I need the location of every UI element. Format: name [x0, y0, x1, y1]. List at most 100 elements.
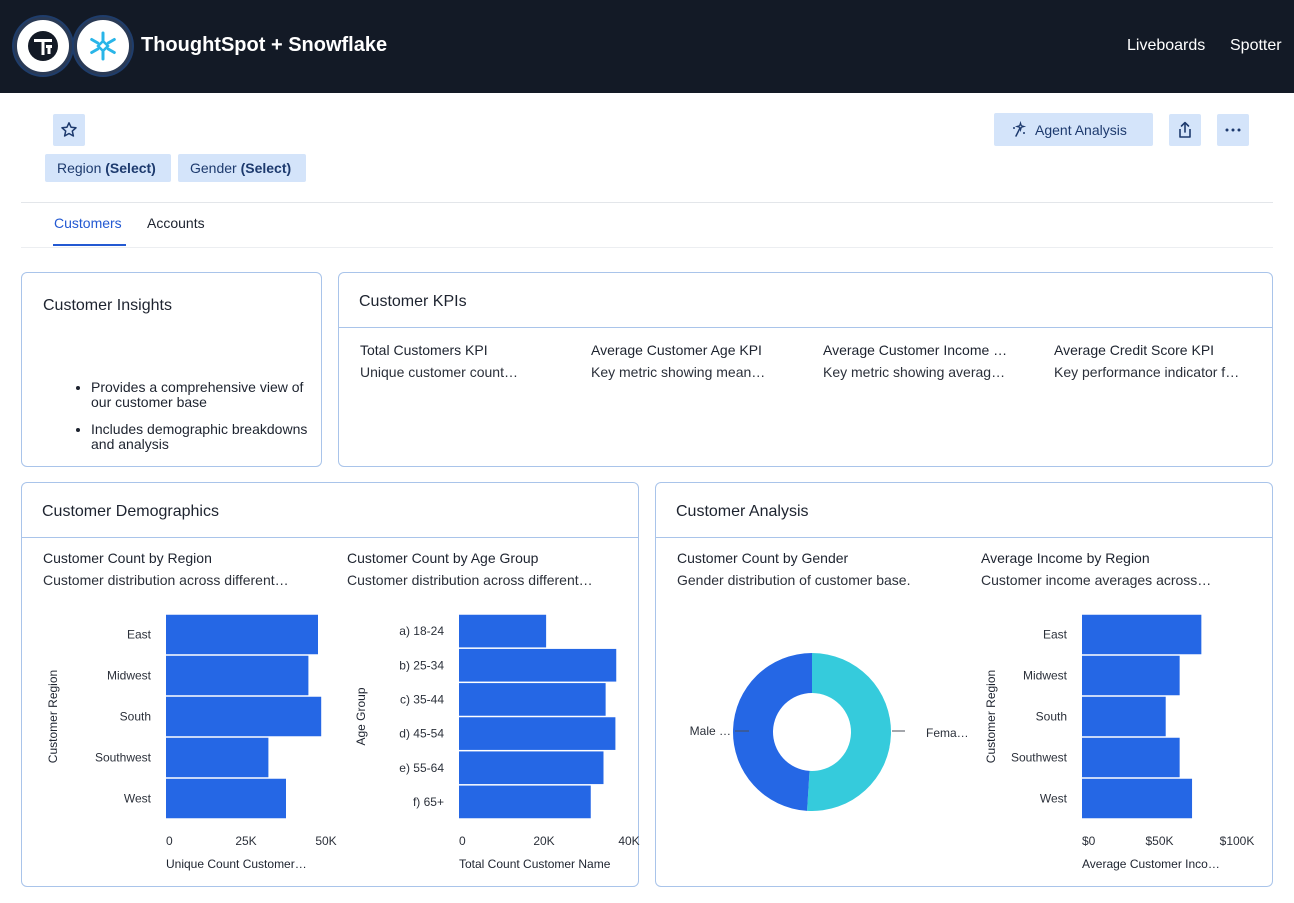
kpi-name: Total Customers KPI: [360, 342, 488, 358]
category-label: East: [127, 628, 152, 642]
donut-slice-female: [807, 653, 891, 811]
insights-list: Provides a comprehensive view of our cus…: [91, 380, 311, 464]
chart-bar: [166, 737, 269, 778]
customer-analysis-card[interactable]: Customer Analysis Customer Count by Gend…: [655, 482, 1273, 887]
viz-title: Average Income by Region: [981, 550, 1150, 566]
x-tick-label: $0: [1082, 834, 1096, 848]
filter-region[interactable]: Region (Select): [45, 154, 171, 182]
chart-bar: [166, 614, 318, 655]
chart-bar: [459, 717, 616, 750]
category-label: West: [1040, 792, 1068, 806]
favorite-button[interactable]: [53, 114, 85, 146]
x-tick-label: 25K: [235, 834, 256, 848]
star-icon: [61, 122, 77, 137]
customer-demographics-card[interactable]: Customer Demographics Customer Count by …: [21, 482, 640, 887]
x-tick-label: 0: [459, 834, 466, 848]
y-axis-title: Age Group: [354, 687, 368, 745]
income-region-viz[interactable]: Average Income by Region Customer income…: [981, 550, 1281, 880]
y-axis-title: Customer Region: [46, 670, 60, 763]
chart-bar: [459, 683, 606, 716]
category-label: East: [1043, 628, 1068, 642]
kpi-description: Key metric showing averag…: [823, 364, 1006, 380]
customer-kpis-title: Customer KPIs: [359, 293, 467, 310]
age-group-viz[interactable]: Customer Count by Age Group Customer dis…: [347, 550, 647, 880]
gender-count-viz[interactable]: Customer Count by Gender Gender distribu…: [677, 550, 977, 880]
customer-analysis-title: Customer Analysis: [676, 503, 809, 520]
kpi-average-income[interactable]: Average Customer Income … Key metric sho…: [823, 342, 1035, 380]
thoughtspot-logo-icon: [28, 31, 58, 61]
x-tick-label: $50K: [1145, 834, 1173, 848]
viz-title: Customer Count by Gender: [677, 550, 849, 566]
income-region-chart[interactable]: East Midwest South Southwest West $0 $50K $100K…: [981, 550, 1281, 880]
kpi-description: Unique customer count…: [360, 364, 518, 380]
nav-spotter[interactable]: Spotter: [1230, 37, 1282, 54]
kpi-description: Key metric showing mean…: [591, 364, 766, 380]
kpi-description: Key performance indicator f…: [1054, 364, 1240, 380]
region-count-chart[interactable]: East Midwest South Southwest West 0 25K 50K Uniq…: [43, 550, 343, 880]
category-label: d) 45-54: [399, 727, 444, 741]
x-tick-label: $100K: [1220, 834, 1255, 848]
insight-bullet: Includes demographic breakdowns and anal…: [91, 422, 311, 452]
category-label: South: [1036, 710, 1067, 724]
y-axis-title: Customer Region: [984, 670, 998, 763]
sparkle-icon: [1013, 121, 1027, 137]
more-options-button[interactable]: [1217, 114, 1249, 146]
category-label: e) 55-64: [399, 761, 444, 775]
tab-customers[interactable]: Customers: [54, 215, 122, 231]
chart-bar: [459, 648, 617, 682]
more-icon: [1225, 128, 1241, 132]
share-button[interactable]: [1169, 114, 1201, 146]
age-group-chart[interactable]: a) 18-24 b) 25-34 c) 35-44 d) 45-54 e) 55-64…: [347, 550, 647, 880]
chart-bar: [1082, 655, 1180, 696]
viz-title: Customer Count by Age Group: [347, 550, 539, 566]
divider: [21, 202, 1273, 203]
insight-bullet: Provides a comprehensive view of our cus…: [91, 380, 311, 410]
filter-gender[interactable]: Gender (Select): [178, 154, 306, 182]
agent-analysis-button[interactable]: Agent Analysis: [994, 113, 1153, 146]
category-label: Southwest: [1011, 751, 1068, 765]
category-label: Southwest: [95, 751, 152, 765]
gender-donut-chart[interactable]: Male … Fema…: [677, 550, 977, 880]
chart-bar: [1082, 737, 1180, 778]
filter-region-value: (Select): [105, 160, 156, 176]
chart-bar: [459, 785, 591, 819]
chart-bar: [166, 655, 309, 696]
snowflake-logo[interactable]: [74, 17, 132, 75]
tab-accounts[interactable]: Accounts: [147, 215, 205, 231]
category-label: Midwest: [1023, 669, 1068, 683]
kpi-name: Average Customer Income …: [823, 342, 1008, 358]
chart-bar: [1082, 696, 1166, 737]
customer-demographics-title: Customer Demographics: [42, 503, 219, 520]
card-divider: [339, 327, 1272, 328]
card-divider: [22, 537, 638, 538]
x-axis-title: Unique Count Customer…: [166, 857, 307, 871]
customer-kpis-card[interactable]: Customer KPIs Total Customers KPI Unique…: [338, 272, 1273, 467]
slice-label-male: Male …: [690, 724, 731, 738]
viz-title: Customer Count by Region: [43, 550, 212, 566]
x-tick-label: 0: [166, 834, 173, 848]
kpi-name: Average Credit Score KPI: [1054, 342, 1215, 358]
category-label: f) 65+: [413, 795, 444, 809]
x-tick-label: 20K: [533, 834, 554, 848]
nav-liveboards[interactable]: Liveboards: [1127, 37, 1206, 54]
customer-insights-card[interactable]: Customer Insights Provides a comprehensi…: [21, 272, 322, 467]
share-icon: [1179, 121, 1191, 138]
chart-bar: [1082, 614, 1202, 655]
customer-insights-title: Customer Insights: [43, 297, 172, 314]
x-axis-title: Total Count Customer Name: [459, 857, 611, 871]
category-label: c) 35-44: [400, 692, 444, 706]
slice-label-female: Fema…: [926, 726, 969, 740]
kpi-total-customers[interactable]: Total Customers KPI Unique customer coun…: [360, 342, 572, 380]
tabs-divider: [21, 247, 1273, 248]
kpi-name: Average Customer Age KPI: [591, 342, 762, 358]
region-count-viz[interactable]: Customer Count by Region Customer distri…: [43, 550, 343, 880]
category-label: South: [120, 710, 151, 724]
chart-bar: [166, 696, 322, 737]
filter-gender-value: (Select): [240, 160, 292, 176]
chart-bar: [459, 614, 547, 648]
kpi-average-age[interactable]: Average Customer Age KPI Key metric show…: [591, 342, 803, 380]
x-tick-label: 40K: [618, 834, 639, 848]
kpi-average-credit-score[interactable]: Average Credit Score KPI Key performance…: [1054, 342, 1266, 380]
thoughtspot-logo[interactable]: [14, 17, 72, 75]
category-label: West: [124, 792, 152, 806]
